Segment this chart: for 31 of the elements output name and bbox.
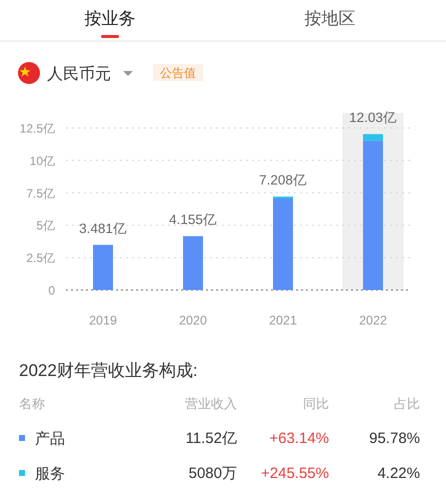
annotation: 95.78% (369, 430, 420, 447)
ytick-label: 5亿 (36, 218, 55, 233)
ytick-label: 10亿 (30, 154, 55, 168)
legend-label: 服务 (35, 466, 65, 482)
annotation: 名称 (19, 396, 45, 411)
annotation: 按业务 (84, 9, 136, 28)
legend-label: 产品 (35, 430, 65, 448)
annotation: +63.14% (269, 430, 329, 447)
annotation: 11.52亿 (186, 430, 237, 447)
total-label: 7.208亿 (259, 172, 307, 188)
annotation: 占比 (394, 396, 420, 411)
total-label: 12.03亿 (349, 110, 397, 126)
total-label: 3.481亿 (79, 220, 127, 236)
xtick-label: 2022 (359, 314, 387, 328)
annotation: 人民币元 (47, 66, 111, 83)
ytick-label: 12.5亿 (20, 122, 55, 136)
annotation: 4.22% (377, 465, 420, 482)
xtick-label: 2021 (269, 314, 297, 328)
annotation: 按地区 (304, 9, 356, 28)
xtick-label: 2020 (179, 314, 207, 328)
ytick-label: 2.5亿 (26, 251, 55, 266)
annotation: 公告值 (153, 64, 203, 81)
ytick-label: 7.5亿 (26, 186, 55, 200)
ytick-label: 0 (48, 284, 55, 298)
annotation: 同比 (303, 396, 329, 411)
annotation: 5080万 (188, 465, 237, 482)
annotation: +245.55% (261, 465, 329, 482)
xtick-label: 2019 (89, 314, 117, 328)
annotation: 营业收入 (185, 396, 237, 411)
annotation: 2022财年营收业务构成: (19, 361, 198, 380)
total-label: 4.155亿 (169, 212, 217, 228)
